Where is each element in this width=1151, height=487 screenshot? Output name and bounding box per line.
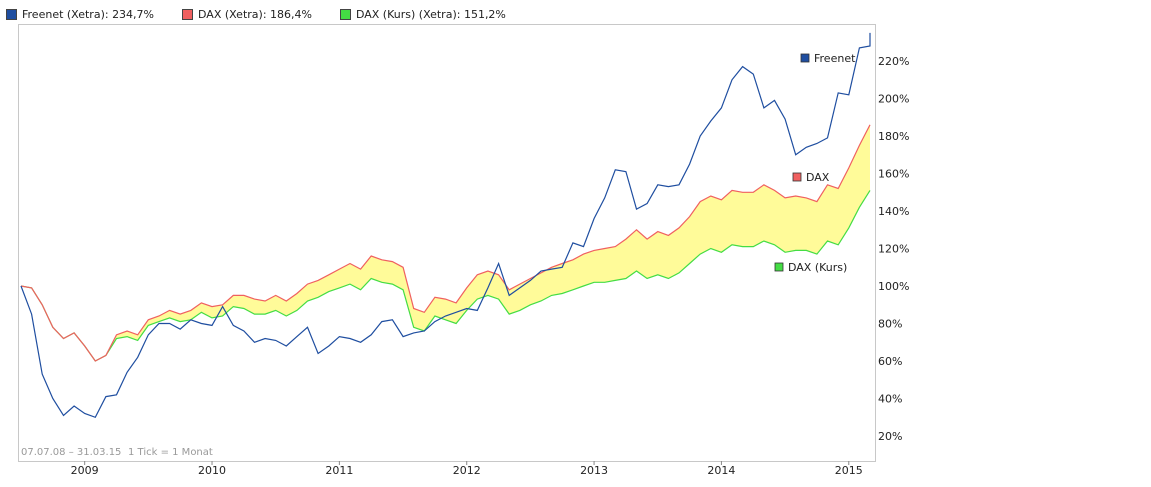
legend-item-freenet[interactable]: Freenet (Xetra): 234,7%	[6, 8, 154, 21]
x-tick-label: 2013	[580, 464, 608, 477]
plot-area-frame	[18, 24, 876, 462]
dax-kurs-end-label-swatch	[774, 262, 784, 272]
y-tick-label: 200%	[878, 93, 909, 106]
dax-kurs-line	[20, 190, 871, 362]
dax-end-label: DAX	[806, 171, 830, 184]
legend-label-dax: DAX (Xetra): 186,4%	[198, 7, 312, 21]
legend-item-dax-kurs[interactable]: DAX (Kurs) (Xetra): 151,2%	[339, 7, 506, 21]
y-tick-label: 100%	[878, 280, 909, 293]
x-tick-label: 2009	[71, 464, 99, 477]
dax-spread-area	[21, 124, 870, 361]
dax-end-label-swatch	[792, 172, 802, 182]
legend-swatch-dax	[182, 8, 194, 20]
y-tick-label: 20%	[878, 430, 902, 443]
x-tick-label: 2011	[325, 464, 353, 477]
dax-kurs-end-label: DAX (Kurs)	[788, 261, 847, 274]
date-range-label: 07.07.08 – 31.03.15	[21, 447, 121, 458]
y-tick-label: 220%	[878, 55, 909, 68]
freenet-end-label: Freenet	[814, 52, 856, 65]
legend-swatch-freenet	[6, 8, 17, 20]
y-tick-label: 40%	[878, 393, 902, 406]
legend-item-dax[interactable]: DAX (Xetra): 186,4%	[182, 8, 312, 21]
y-tick-label: 80%	[878, 318, 902, 331]
x-tick-label: 2014	[707, 464, 735, 477]
tick-info-label: 1 Tick = 1 Monat	[128, 447, 213, 458]
y-tick-label: 60%	[878, 355, 902, 368]
y-tick-label: 120%	[878, 243, 909, 256]
freenet-end-label-swatch	[800, 53, 810, 63]
x-tick-label: 2010	[198, 464, 226, 477]
legend-label-dax-kurs: DAX (Kurs) (Xetra): 151,2%	[355, 7, 506, 21]
legend-label-freenet: Freenet (Xetra): 234,7%	[22, 7, 155, 21]
y-tick-label: 180%	[878, 130, 909, 143]
chart-legend: Freenet (Xetra): 234,7% DAX (Xetra): 186…	[6, 6, 534, 22]
legend-swatch-dax-kurs	[339, 8, 351, 20]
x-tick-label: 2015	[835, 464, 863, 477]
dax-xetra-line	[20, 124, 871, 362]
freenet-line	[20, 32, 871, 419]
x-tick-label: 2012	[453, 464, 481, 477]
y-tick-label: 140%	[878, 205, 909, 218]
y-tick-label: 160%	[878, 168, 909, 181]
